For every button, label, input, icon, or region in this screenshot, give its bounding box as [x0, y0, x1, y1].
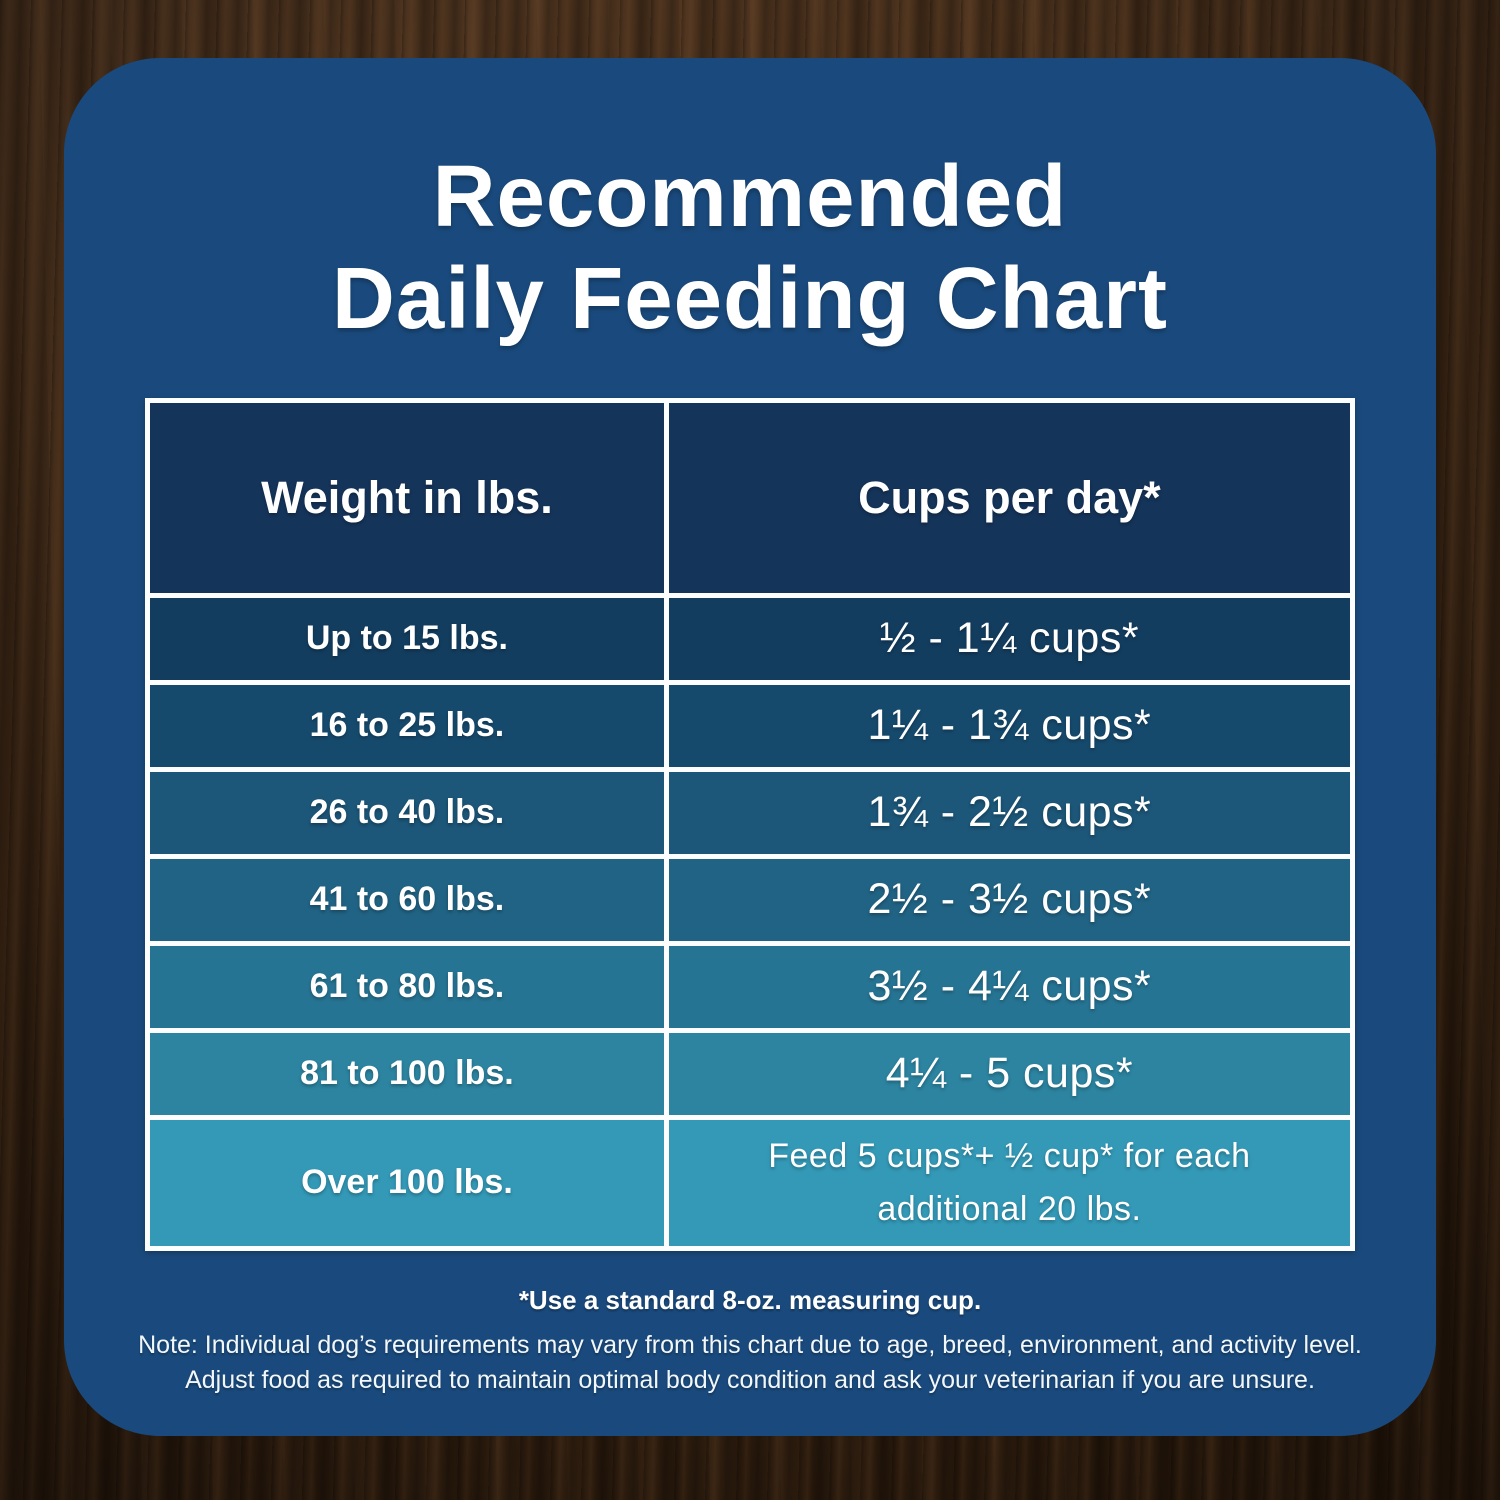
note-line-1: Note: Individual dog’s requirements may …: [138, 1330, 1362, 1359]
table-row-2-weight: 16 to 25 lbs.: [150, 684, 664, 767]
table-row-3-cups: 1¾ - 2½ cups*: [668, 771, 1350, 854]
measuring-cup-footnote: *Use a standard 8-oz. measuring cup.: [518, 1284, 982, 1315]
page-title: Recommended Daily Feeding Chart: [64, 146, 1436, 350]
table-row-4-cups: 2½ - 3½ cups*: [668, 858, 1350, 941]
table-row-5-cups: 3½ - 4¼ cups*: [668, 945, 1350, 1028]
column-header-weight: Weight in lbs.: [150, 402, 664, 593]
note-line-2: Adjust food as required to maintain opti…: [185, 1366, 1315, 1395]
table-row-3-weight: 26 to 40 lbs.: [150, 771, 664, 854]
feeding-chart-card: Recommended Daily Feeding Chart Weight i…: [64, 58, 1436, 1436]
page-title-line1: Recommended: [432, 148, 1068, 245]
page-title-line2: Daily Feeding Chart: [332, 249, 1168, 347]
table-row-5-weight: 61 to 80 lbs.: [150, 945, 664, 1028]
table-row-6-cups: 4¼ - 5 cups*: [668, 1032, 1350, 1115]
table-row-1-weight: Up to 15 lbs.: [150, 597, 664, 680]
footnotes: *Use a standard 8-oz. measuring cup. Not…: [64, 1285, 1436, 1399]
table-row-7-weight: Over 100 lbs.: [150, 1119, 664, 1246]
column-header-cups: Cups per day*: [668, 402, 1350, 593]
table-row-4-weight: 41 to 60 lbs.: [150, 858, 664, 941]
feeding-table: Weight in lbs. Cups per day* Up to 15 lb…: [145, 397, 1355, 1251]
table-row-6-weight: 81 to 100 lbs.: [150, 1032, 664, 1115]
table-row-1-cups: ½ - 1¼ cups*: [668, 597, 1350, 680]
table-row-7-cups: Feed 5 cups*+ ½ cup* for each additional…: [668, 1119, 1350, 1246]
table-row-2-cups: 1¼ - 1¾ cups*: [668, 684, 1350, 767]
